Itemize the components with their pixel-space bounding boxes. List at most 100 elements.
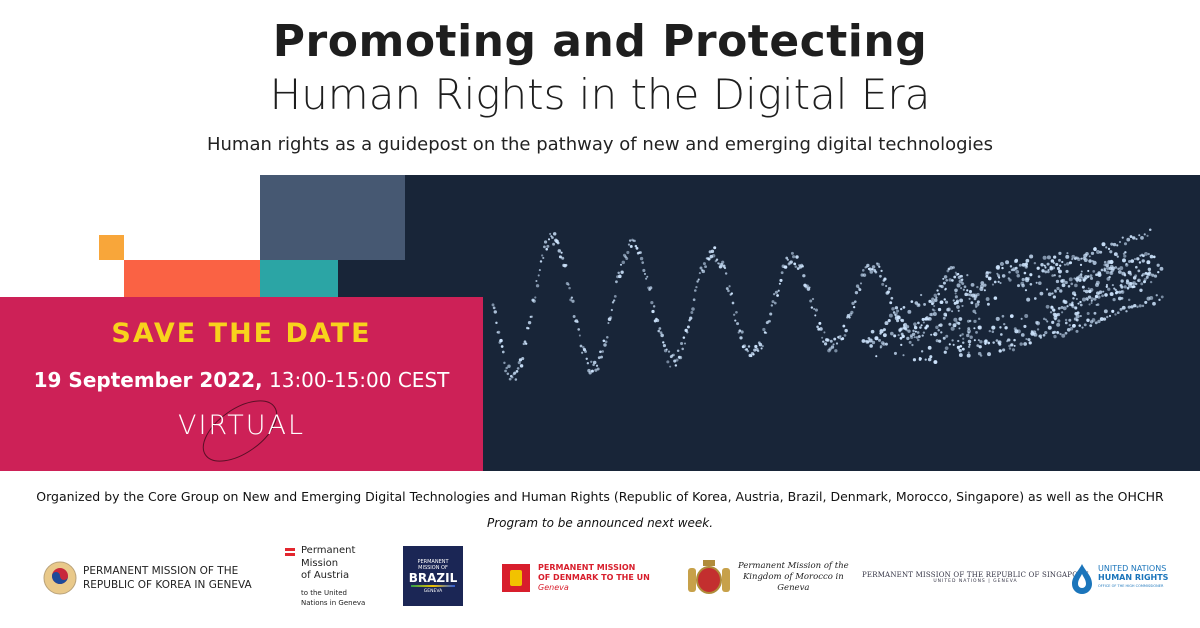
- particle: [557, 249, 562, 253]
- particle: [1021, 277, 1025, 282]
- particle: [952, 299, 955, 302]
- particle: [1053, 255, 1057, 259]
- particle: [998, 349, 1002, 353]
- particle: [756, 349, 760, 353]
- particle: [1054, 289, 1057, 292]
- particle: [1112, 242, 1117, 247]
- particle: [547, 238, 551, 241]
- particle: [1138, 261, 1142, 264]
- particle: [643, 272, 647, 275]
- particle: [991, 283, 995, 286]
- particle: [1036, 266, 1040, 270]
- particle: [941, 301, 944, 304]
- particle: [765, 331, 768, 334]
- particle: [615, 280, 618, 284]
- particle: [935, 339, 939, 343]
- particle: [1130, 305, 1134, 309]
- particle: [879, 332, 882, 335]
- particle: [957, 309, 960, 312]
- morocco-coat-of-arms-icon: [688, 559, 730, 594]
- particle: [737, 331, 740, 334]
- particle: [660, 333, 664, 338]
- particle: [1153, 274, 1158, 278]
- title-line-1: Promoting and Protecting: [272, 16, 928, 67]
- particle: [579, 344, 583, 348]
- particle: [1104, 293, 1108, 297]
- particle: [962, 337, 965, 340]
- particle: [523, 340, 527, 343]
- particle: [973, 319, 977, 324]
- austria-line4: to the United: [301, 588, 347, 597]
- particle: [1073, 277, 1076, 280]
- particle: [1103, 260, 1107, 264]
- particle: [906, 336, 910, 341]
- particle: [900, 307, 903, 311]
- particle: [739, 336, 743, 340]
- particle: [844, 328, 848, 333]
- particle: [701, 269, 706, 274]
- particle: [914, 301, 919, 305]
- particle: [1067, 285, 1071, 288]
- particle: [974, 312, 977, 315]
- particle: [910, 300, 914, 303]
- particle: [609, 316, 613, 319]
- particle: [933, 309, 936, 312]
- particle: [1013, 327, 1017, 331]
- particle: [816, 325, 819, 329]
- particle: [881, 282, 885, 286]
- ohchr-line3: OFFICE OF THE HIGH COMMISSIONER: [1098, 584, 1164, 588]
- particle: [1146, 260, 1151, 265]
- particle: [937, 329, 940, 332]
- particle: [1133, 303, 1137, 308]
- particle: [1055, 279, 1060, 284]
- particle: [1055, 262, 1059, 267]
- particle: [1108, 314, 1112, 317]
- title-line-2: Human Rights in the Digital Era: [269, 70, 931, 119]
- particle: [848, 316, 851, 319]
- particle: [996, 272, 999, 275]
- particle: [922, 321, 925, 324]
- particle: [1111, 283, 1114, 287]
- particle: [973, 293, 978, 298]
- particle: [865, 340, 870, 344]
- particle: [1123, 274, 1127, 277]
- particle: [1094, 246, 1097, 250]
- particle: [985, 274, 989, 278]
- particle: [977, 317, 981, 321]
- particle: [897, 333, 900, 337]
- particle: [689, 316, 693, 320]
- particle: [1059, 289, 1063, 293]
- particle: [976, 344, 980, 347]
- particle: [1065, 262, 1070, 266]
- particle: [1113, 252, 1118, 257]
- particle: [1093, 297, 1097, 301]
- particle: [895, 312, 898, 315]
- particle: [571, 299, 575, 303]
- particle: [961, 304, 964, 308]
- particle: [507, 364, 511, 368]
- particle: [1068, 261, 1073, 265]
- particle: [604, 340, 608, 344]
- particle: [736, 322, 740, 326]
- particle: [646, 275, 649, 278]
- particle: [1069, 327, 1074, 331]
- particle: [527, 320, 532, 325]
- particle: [1105, 285, 1108, 288]
- particle: [629, 245, 633, 248]
- particle: [1053, 274, 1056, 277]
- particle: [666, 360, 670, 364]
- particle: [1040, 263, 1044, 267]
- particle: [734, 319, 737, 322]
- particle: [683, 342, 687, 345]
- particle: [814, 308, 818, 312]
- particle: [968, 297, 971, 300]
- particle: [967, 293, 970, 296]
- particle: [900, 318, 903, 322]
- particle: [851, 301, 855, 306]
- particle: [952, 343, 955, 346]
- particle: [546, 244, 550, 248]
- particle: [1070, 282, 1074, 286]
- particle: [639, 256, 644, 261]
- particle: [754, 344, 758, 349]
- particle: [937, 292, 941, 296]
